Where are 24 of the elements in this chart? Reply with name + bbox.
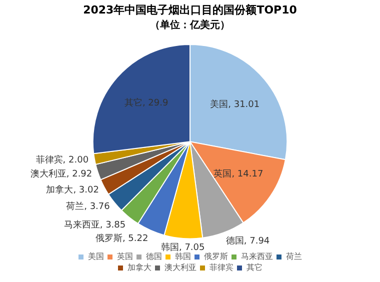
legend-label: 加拿大: [128, 263, 152, 272]
data-label: 美国, 31.01: [210, 98, 260, 110]
legend-label: 德国: [146, 252, 162, 262]
legend-label: 荷兰: [286, 252, 302, 262]
legend-label: 澳大利亚: [164, 263, 196, 272]
legend-label: 菲律宾: [210, 263, 234, 272]
data-label: 英国, 14.17: [214, 168, 264, 180]
data-label: 韩国, 7.05: [160, 242, 205, 253]
data-label: 菲律宾, 2.00: [36, 154, 89, 166]
data-label: 德国, 7.94: [226, 236, 270, 247]
legend-label: 马来西亚: [241, 252, 273, 262]
legend-label: 韩国: [175, 252, 191, 262]
legend-label: 俄罗斯: [204, 252, 228, 262]
legend-label: 其它: [246, 263, 262, 272]
legend-label: 美国: [88, 252, 104, 262]
legend-label: 英国: [117, 252, 133, 262]
data-label: 俄罗斯, 5.22: [95, 233, 148, 244]
data-label: 其它, 29.9: [124, 97, 168, 108]
chart-title: 2023年中国电子烟出口目的国份额TOP10: [83, 3, 298, 16]
data-label: 马来西亚, 3.85: [64, 219, 126, 230]
data-label: 荷兰, 3.76: [66, 200, 110, 212]
data-label: 澳大利亚, 2.92: [30, 168, 92, 180]
chart-subtitle: （单位：亿美元）: [150, 18, 230, 31]
data-label: 加拿大, 3.02: [46, 184, 99, 196]
